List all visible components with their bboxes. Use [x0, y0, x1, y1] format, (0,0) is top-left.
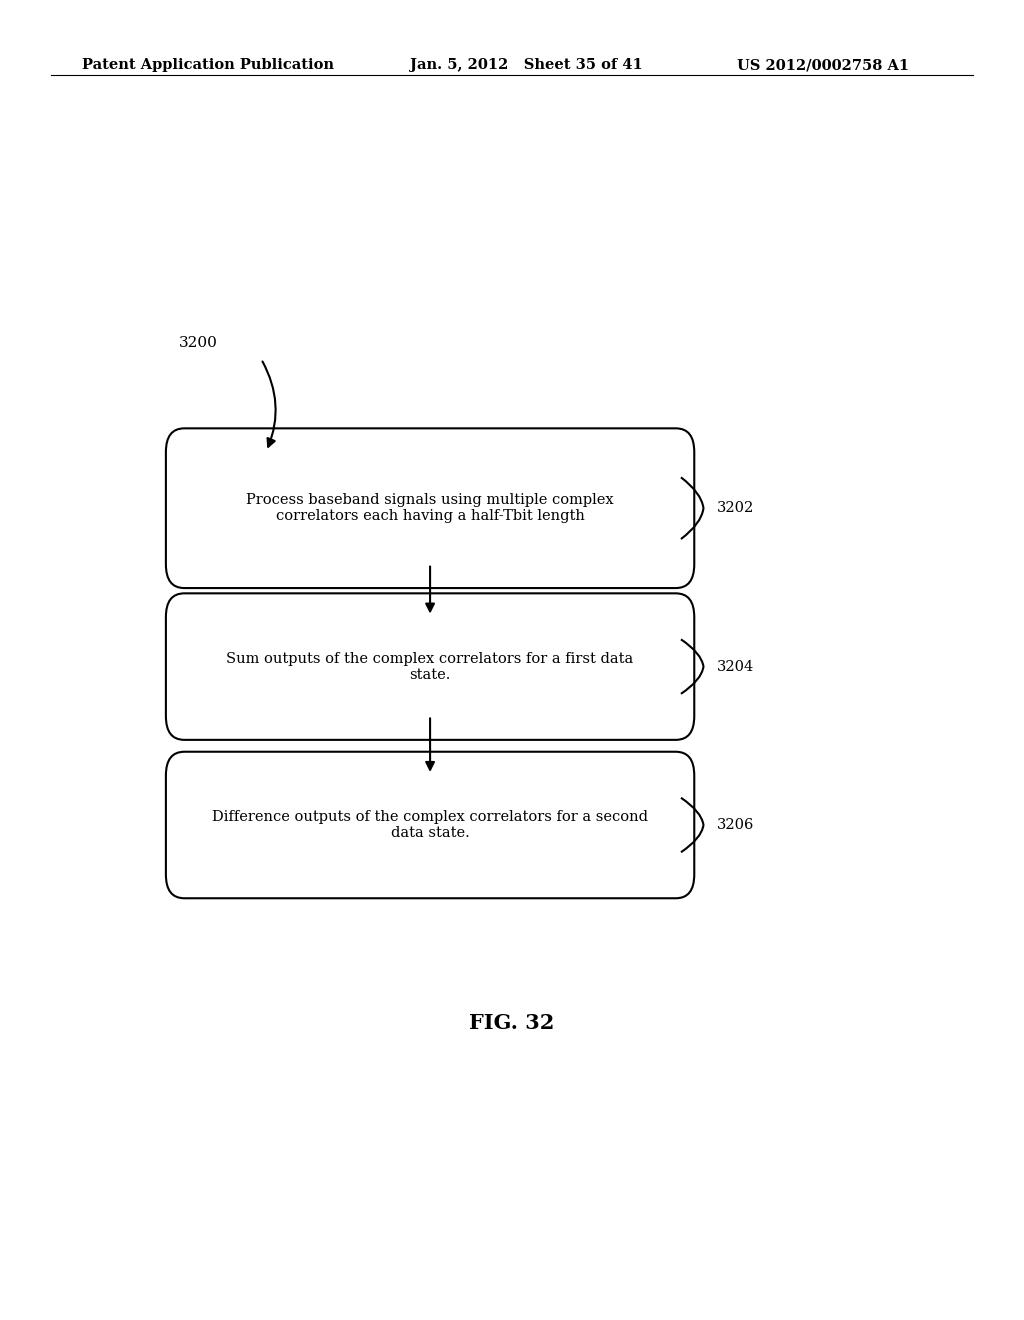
Text: Patent Application Publication: Patent Application Publication	[82, 58, 334, 73]
Text: 3202: 3202	[717, 502, 754, 515]
FancyBboxPatch shape	[166, 752, 694, 898]
Text: FIG. 32: FIG. 32	[469, 1012, 555, 1034]
Text: 3206: 3206	[717, 818, 754, 832]
Text: Difference outputs of the complex correlators for a second
data state.: Difference outputs of the complex correl…	[212, 810, 648, 840]
Text: US 2012/0002758 A1: US 2012/0002758 A1	[737, 58, 909, 73]
FancyBboxPatch shape	[166, 594, 694, 739]
FancyBboxPatch shape	[166, 428, 694, 589]
Text: Jan. 5, 2012   Sheet 35 of 41: Jan. 5, 2012 Sheet 35 of 41	[410, 58, 642, 73]
Text: 3204: 3204	[717, 660, 754, 673]
Text: Process baseband signals using multiple complex
correlators each having a half-T: Process baseband signals using multiple …	[246, 494, 614, 523]
Text: 3200: 3200	[179, 337, 218, 350]
Text: Sum outputs of the complex correlators for a first data
state.: Sum outputs of the complex correlators f…	[226, 652, 634, 681]
